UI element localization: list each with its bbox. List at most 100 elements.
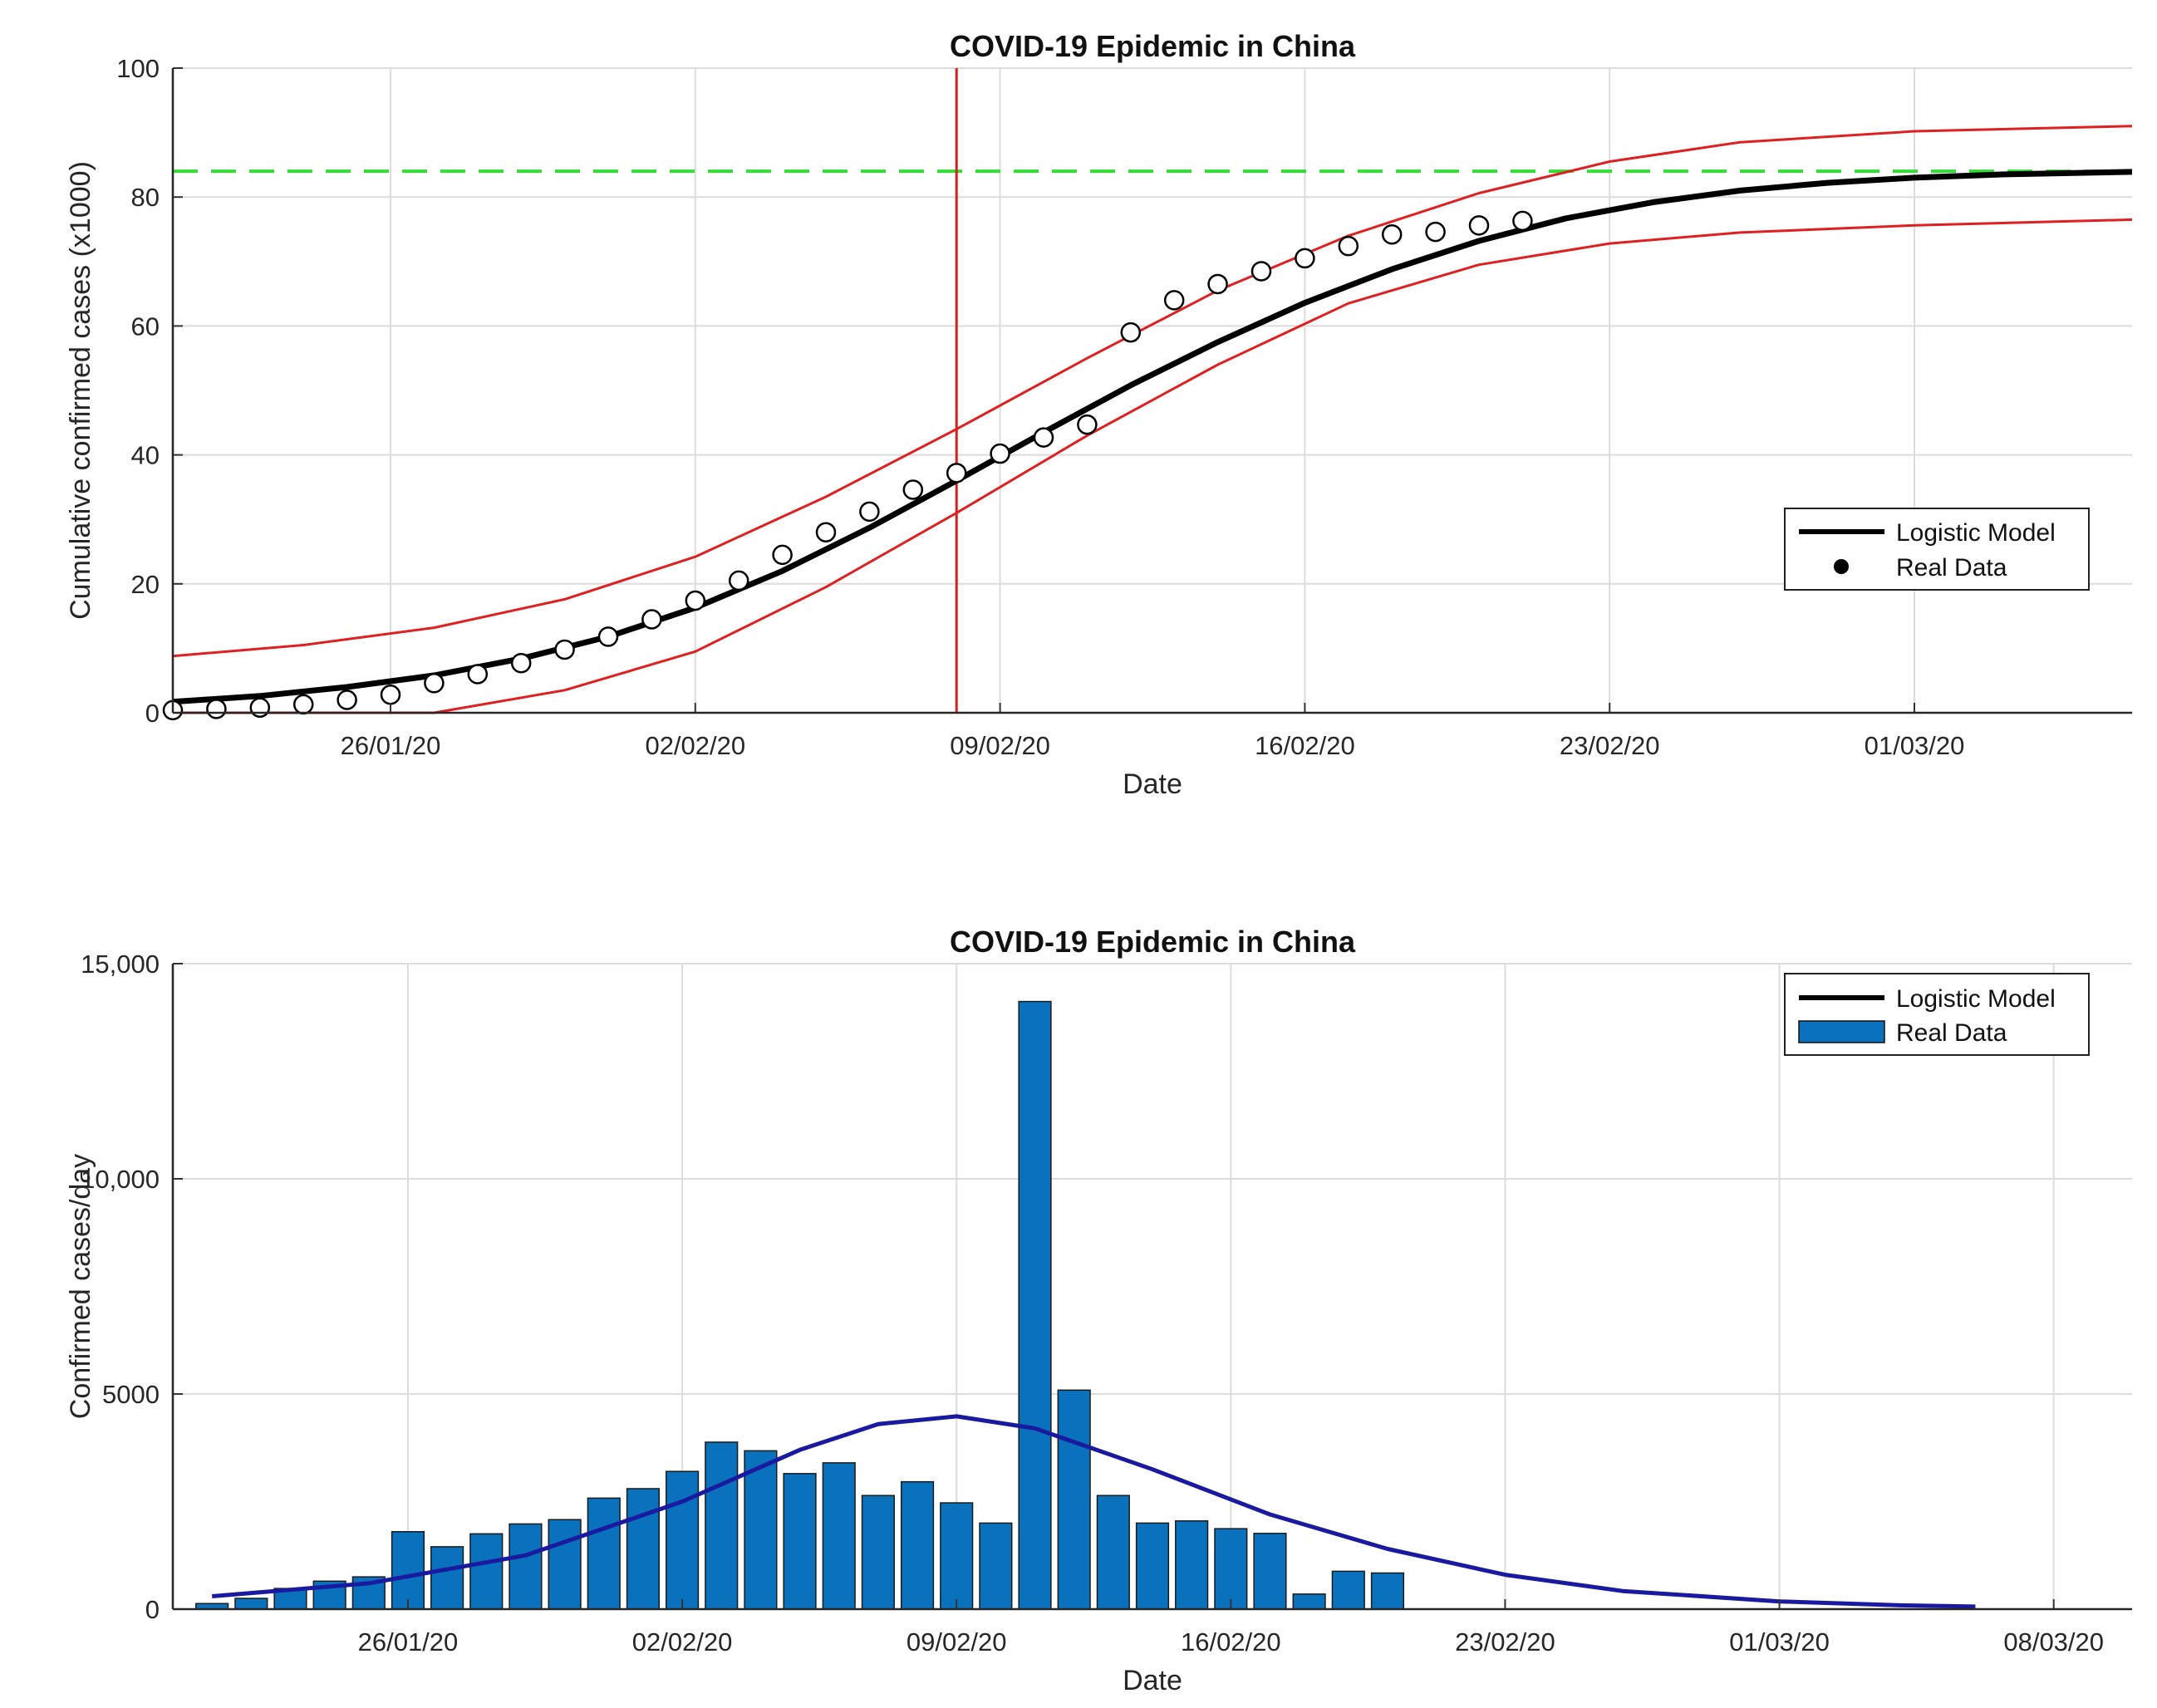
- chart1-y-tick-label: 0: [145, 699, 160, 728]
- chart1-data-point: [1512, 210, 1533, 232]
- chart1-x-tick-label: 01/03/20: [1865, 731, 1965, 760]
- chart1-data-point: [902, 479, 924, 500]
- chart1-y-tick-label: 40: [131, 441, 160, 470]
- chart2-bar: [940, 1502, 974, 1610]
- chart1-grid: [173, 67, 2132, 714]
- chart2-bar: [783, 1473, 817, 1610]
- chart1-x-tick-label: 09/02/20: [950, 731, 1050, 760]
- chart1-data-point: [467, 664, 489, 685]
- chart2-y-tick-label: 5000: [102, 1380, 160, 1409]
- chart2-bar: [1370, 1572, 1405, 1610]
- chart2-logistic-line: [211, 1414, 1976, 1609]
- chart2-x-tick-label: 01/03/20: [1729, 1627, 1830, 1656]
- chart1-data-point: [1163, 290, 1185, 311]
- chart2-y-tick-label: 15,000: [81, 950, 160, 979]
- chart2-bar: [1057, 1389, 1091, 1610]
- chart1-data-point: [337, 690, 357, 710]
- chart1-data-point: [685, 590, 706, 611]
- chart1-data-point: [380, 685, 401, 705]
- chart2-x-tick-label: 23/02/20: [1455, 1627, 1555, 1656]
- chart2-bar: [391, 1531, 425, 1610]
- chart1-plot-area: [173, 68, 2132, 713]
- chart2-y-axis-label: Confirmed cases/day: [65, 1154, 96, 1419]
- chart1-data-point: [249, 697, 271, 719]
- chart1-data-point: [424, 673, 445, 694]
- chart1-logistic-line: [172, 169, 2133, 705]
- chart2-legend: Logistic Model Real Data: [1784, 973, 2090, 1056]
- chart1-legend-realdata-label: Real Data: [1896, 554, 2007, 582]
- chart2-grid: [173, 963, 2132, 1610]
- chart2-legend-realdata-label: Real Data: [1896, 1019, 2007, 1047]
- chart1-data-point: [597, 626, 619, 647]
- chart2-legend-logistic-label: Logistic Model: [1896, 985, 2056, 1013]
- chart2-bar: [1175, 1520, 1209, 1610]
- chart2-x-tick-label: 16/02/20: [1181, 1627, 1281, 1656]
- chart2-plot-area: [173, 964, 2132, 1609]
- chart2-bar: [705, 1441, 739, 1610]
- chart2-y-tick-label: 10,000: [81, 1165, 160, 1194]
- chart2-bar: [1331, 1570, 1365, 1610]
- chart2-bar: [1214, 1528, 1248, 1610]
- chart2-bar: [979, 1522, 1013, 1610]
- chart1-lower-bound-line: [173, 218, 2133, 714]
- chart1-legend-dot-swatch: [1834, 559, 1849, 574]
- chart1-y-tick-label: 80: [131, 183, 160, 212]
- chart2-title: COVID-19 Epidemic in China: [950, 925, 1356, 959]
- chart1-legend-logistic-label: Logistic Model: [1896, 519, 2056, 547]
- chart2-bar: [1292, 1593, 1326, 1610]
- chart1-data-point: [641, 609, 662, 630]
- chart2-bar: [1253, 1533, 1287, 1610]
- chart2-legend-bar-swatch: [1798, 1020, 1885, 1043]
- chart1-x-tick-label: 23/02/20: [1560, 731, 1660, 760]
- chart2-bar: [626, 1488, 661, 1610]
- chart1-y-tick-label: 20: [131, 570, 160, 599]
- cumulative-cases-chart: COVID-19 Epidemic in China Date Cumulati…: [65, 29, 2133, 800]
- chart2-bar: [900, 1480, 935, 1610]
- chart1-data-point: [1295, 248, 1315, 269]
- chart1-data-point: [1033, 427, 1054, 448]
- chart2-bar: [469, 1533, 504, 1610]
- chart2-x-tick-label: 08/03/20: [2003, 1627, 2104, 1656]
- chart1-data-point: [1425, 221, 1446, 243]
- chart1-data-point: [1207, 273, 1228, 295]
- chart2-x-tick-label: 26/01/20: [358, 1627, 459, 1656]
- chart2-bar: [822, 1462, 856, 1610]
- chart1-y-axis-label: Cumulative confirmed cases (x1000): [65, 161, 96, 620]
- chart1-data-point: [1250, 261, 1272, 282]
- chart1-x-tick-label: 26/01/20: [341, 731, 441, 760]
- chart1-data-point: [292, 694, 314, 715]
- chart1-upper-bound-line: [172, 125, 2133, 658]
- chart1-data-point: [510, 652, 532, 674]
- chart2-bar: [1096, 1494, 1130, 1610]
- chart2-x-axis-label: Date: [1123, 1665, 1182, 1696]
- chart2-bar: [587, 1497, 621, 1610]
- chart2-bar: [430, 1546, 464, 1610]
- chart1-data-point: [1120, 321, 1142, 343]
- chart1-x-tick-label: 02/02/20: [645, 731, 745, 760]
- chart1-title: COVID-19 Epidemic in China: [950, 29, 1356, 63]
- chart1-data-point: [1381, 223, 1403, 245]
- chart1-data-point: [554, 639, 575, 660]
- chart2-x-tick-label: 02/02/20: [632, 1627, 733, 1656]
- chart2-bar: [548, 1519, 582, 1610]
- chart2-bar: [744, 1450, 778, 1610]
- chart1-data-point: [946, 463, 967, 483]
- chart2-bar: [234, 1598, 268, 1610]
- chart2-x-tick-label: 09/02/20: [907, 1627, 1007, 1656]
- chart2-bar: [1135, 1522, 1170, 1610]
- chart1-y-tick-label: 100: [116, 54, 160, 83]
- chart2-bar: [1018, 1000, 1052, 1610]
- chart2-y-tick-label: 0: [145, 1595, 160, 1624]
- chart1-data-point: [1468, 215, 1490, 236]
- daily-cases-chart: COVID-19 Epidemic in China Date Confirme…: [65, 925, 2132, 1696]
- chart1-data-point: [815, 522, 837, 542]
- chart1-data-point: [990, 443, 1010, 464]
- chart1-data-point: [206, 699, 227, 719]
- chart1-data-point: [1077, 414, 1098, 435]
- chart2-bar: [509, 1523, 543, 1610]
- chart1-legend-box: [1784, 508, 2090, 591]
- chart1-data-point: [859, 501, 880, 523]
- chart1-x-axis-label: Date: [1123, 768, 1182, 800]
- chart1-data-point: [728, 570, 749, 591]
